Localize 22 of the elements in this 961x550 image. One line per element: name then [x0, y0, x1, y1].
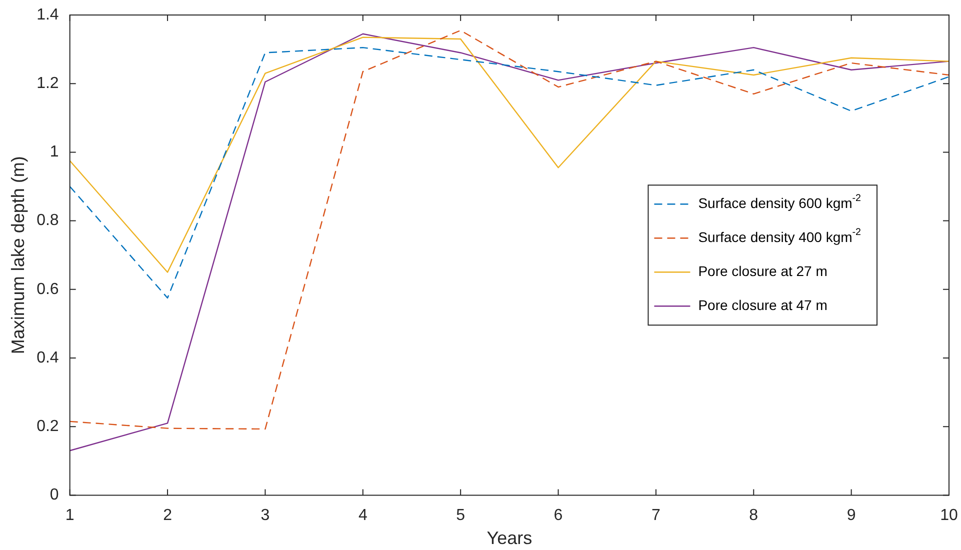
x-tick-label: 8	[749, 507, 758, 524]
x-tick-label: 7	[651, 507, 660, 524]
y-tick-label: 0.2	[36, 418, 59, 436]
y-tick-label: 0	[50, 486, 59, 504]
y-tick-label: 0.8	[36, 212, 59, 230]
x-tick-label: 3	[260, 507, 270, 524]
y-axis-title: Maximum lake depth (m)	[8, 156, 28, 354]
y-tick-label: 1.2	[36, 75, 59, 92]
legend-label: Pore closure at 27 m	[698, 262, 828, 279]
x-tick-label: 6	[554, 507, 563, 524]
y-tick-label: 0.6	[36, 280, 59, 298]
x-tick-label: 5	[456, 507, 466, 524]
y-tick-label: 0.4	[36, 349, 59, 366]
x-tick-label: 2	[163, 507, 172, 524]
y-tick-label: 1.4	[36, 6, 59, 24]
legend-label: Pore closure at 47 m	[698, 296, 828, 313]
x-tick-label: 1	[65, 507, 74, 524]
x-tick-label: 4	[358, 507, 368, 524]
x-axis-title: Years	[486, 528, 532, 548]
x-tick-label: 9	[846, 507, 856, 524]
y-tick-label: 1	[50, 144, 59, 161]
x-tick-label: 10	[940, 507, 958, 524]
